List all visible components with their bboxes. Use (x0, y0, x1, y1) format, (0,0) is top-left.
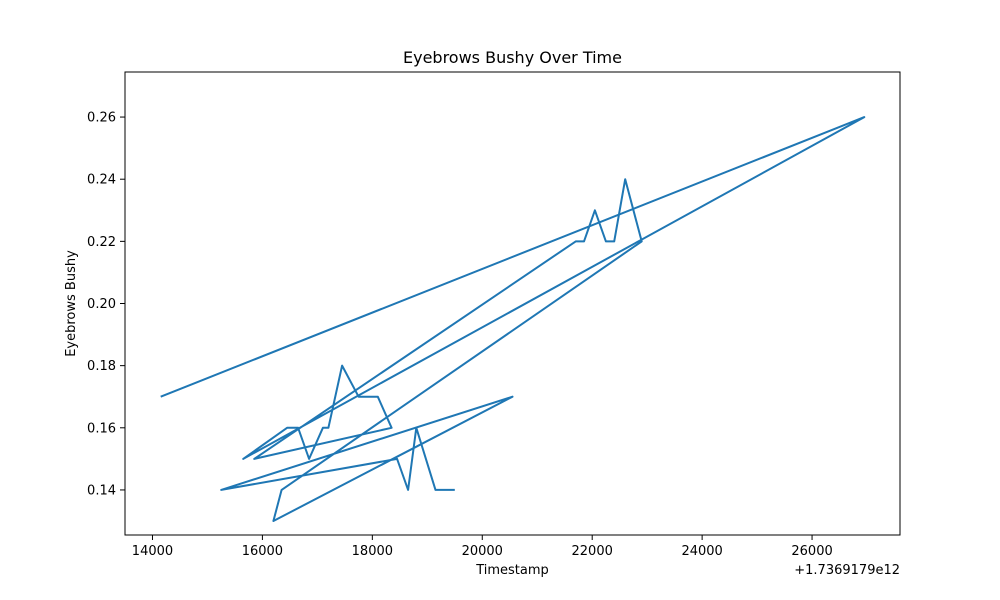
plot-background (125, 72, 900, 535)
y-tick-label: 0.20 (87, 297, 116, 312)
y-axis-label: Eyebrows Bushy (64, 250, 79, 357)
x-axis: 14000 16000 18000 20000 22000 24000 26000 (132, 535, 833, 559)
x-tick-label: 26000 (791, 544, 832, 559)
y-tick-label: 0.22 (87, 235, 116, 250)
x-tick-label: 14000 (132, 544, 173, 559)
x-tick-label: 18000 (352, 544, 393, 559)
x-tick-label: 22000 (572, 544, 613, 559)
y-tick-label: 0.24 (87, 173, 116, 188)
data-series-line (160, 116, 866, 522)
x-axis-offset-label: +1.7369179e12 (794, 563, 900, 578)
x-tick-label: 24000 (681, 544, 722, 559)
y-tick-label: 0.26 (87, 111, 116, 126)
y-axis: 0.14 0.16 0.18 0.20 0.22 0.24 0.26 (87, 111, 125, 498)
x-tick-label: 16000 (242, 544, 283, 559)
y-tick-label: 0.16 (87, 421, 116, 436)
plot-area (124, 71, 901, 536)
y-tick-label: 0.14 (87, 483, 116, 498)
x-axis-label: Timestamp (475, 563, 549, 578)
y-tick-label: 0.18 (87, 359, 116, 374)
x-tick-label: 20000 (462, 544, 503, 559)
chart-title: Eyebrows Bushy Over Time (403, 48, 622, 67)
